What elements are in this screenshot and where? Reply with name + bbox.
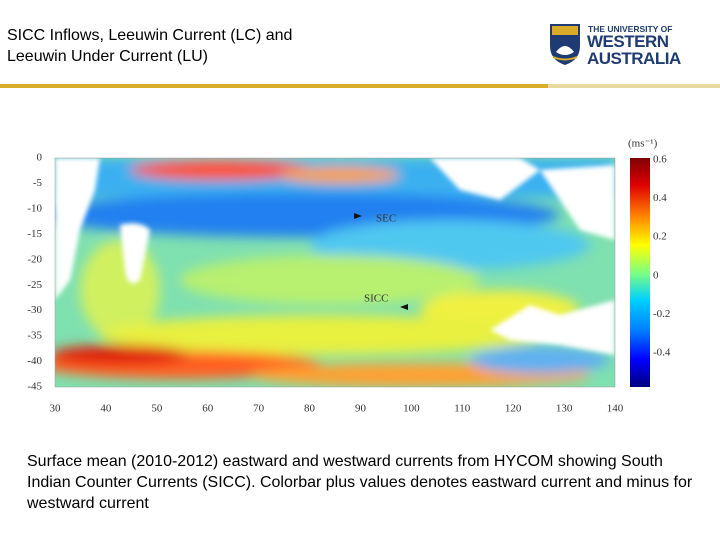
y-tick-label: -45 bbox=[27, 381, 42, 393]
x-tick-label: 140 bbox=[607, 403, 624, 415]
logo-text: WESTERN bbox=[587, 32, 669, 51]
annotation: SEC bbox=[376, 213, 396, 225]
x-tick-label: 30 bbox=[50, 403, 62, 415]
header-rule bbox=[548, 84, 720, 88]
x-tick-label: 110 bbox=[454, 403, 471, 415]
y-tick-label: -30 bbox=[27, 304, 42, 316]
colorbar-label: -0.2 bbox=[653, 308, 670, 320]
colorbar bbox=[630, 158, 650, 387]
x-tick-label: 90 bbox=[355, 403, 367, 415]
x-tick-label: 120 bbox=[505, 403, 522, 415]
y-tick-label: -40 bbox=[27, 355, 42, 367]
map-frame bbox=[54, 157, 616, 388]
arrow bbox=[400, 304, 408, 310]
x-tick-label: 70 bbox=[253, 403, 265, 415]
title-line: SICC Inflows, Leeuwin Current (LC) and bbox=[7, 27, 293, 44]
colorbar-label: 0.4 bbox=[653, 192, 667, 204]
colorbar-label: -0.4 bbox=[653, 347, 671, 359]
x-tick-label: 60 bbox=[202, 403, 214, 415]
x-tick-label: 130 bbox=[556, 403, 573, 415]
annotation: SICC bbox=[364, 293, 388, 305]
colorbar-label: 0.6 bbox=[653, 154, 667, 166]
figure: SEC SICC (ms⁻¹) 0 -5 -10 -15 -20 -25 -30 -35 -40… bbox=[27, 138, 671, 415]
logo-text: AUSTRALIA bbox=[587, 49, 681, 68]
logo-text: THE UNIVERSITY OF bbox=[588, 24, 673, 34]
x-tick-label: 40 bbox=[100, 403, 112, 415]
university-logo: THE UNIVERSITY OF WESTERN AUSTRALIA bbox=[548, 22, 681, 68]
x-tick-label: 50 bbox=[151, 403, 163, 415]
x-tick-label: 100 bbox=[403, 403, 420, 415]
colorbar-unit: (ms⁻¹) bbox=[628, 138, 658, 150]
colorbar-label: 0.2 bbox=[653, 231, 667, 243]
y-tick-label: -15 bbox=[27, 228, 42, 240]
crest bbox=[550, 24, 580, 65]
current-map bbox=[55, 158, 615, 387]
caption: Surface mean (2010-2012) eastward and we… bbox=[27, 453, 693, 512]
y-tick-label: -25 bbox=[27, 279, 42, 291]
arrow bbox=[354, 213, 362, 219]
colorbar-label: 0 bbox=[653, 269, 659, 281]
x-tick-label: 80 bbox=[304, 403, 316, 415]
y-tick-label: -5 bbox=[33, 177, 43, 189]
slide-title: SICC Inflows, Leeuwin Current (LC) and L… bbox=[7, 25, 292, 67]
y-tick-label: -35 bbox=[27, 330, 42, 342]
y-tick-label: 0 bbox=[37, 152, 43, 164]
y-tick-label: -20 bbox=[27, 253, 42, 265]
y-tick-label: -10 bbox=[27, 202, 42, 214]
header-rule bbox=[0, 84, 548, 88]
title-line: Leeuwin Under Current (LU) bbox=[7, 48, 208, 65]
